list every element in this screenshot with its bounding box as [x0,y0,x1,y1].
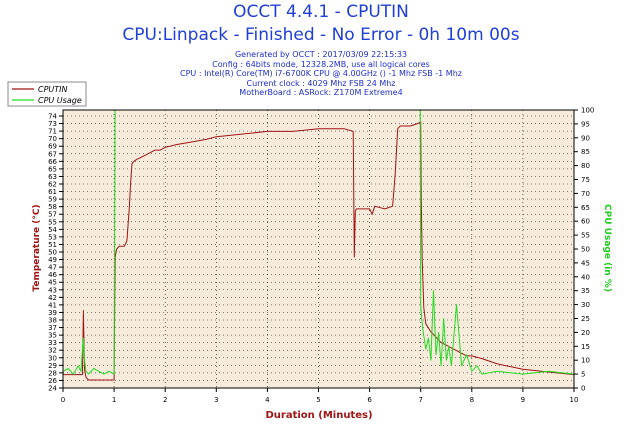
y-left-tick-label: 50 [48,249,57,257]
y-left-tick-label: 61 [48,188,57,196]
y-left-tick-label: 55 [48,218,57,226]
y-left-tick-label: 39 [48,309,57,317]
y-left-tick-label: 51 [48,241,57,249]
y-left-tick-label: 66 [48,158,57,166]
y-left-tick-label: 45 [48,279,57,287]
y-left-tick-label: 47 [48,264,57,272]
y-left-tick-label: 58 [48,203,57,211]
y-left-tick-label: 65 [48,165,57,173]
chart-subtitle: CPU:Linpack - Finished - No Error - 0h 1… [122,25,520,45]
x-axis-label: Duration (Minutes) [265,410,372,421]
x-tick-label: 6 [367,396,372,404]
y-right-tick-label: 10 [581,357,590,365]
ticks: 0 1 2 3 4 5 6 7 8 9 102426282930323335373839414243… [48,107,594,405]
info-generated: Generated by OCCT : 2017/03/09 22:15:33 [234,50,408,59]
x-tick-label: 7 [418,396,422,404]
y-right-tick-label: 85 [581,148,590,156]
y-left-tick-label: 33 [48,339,57,347]
y-right-tick-label: 20 [581,329,590,337]
series-line-cpu-usage [62,109,575,375]
y-right-tick-label: 60 [581,218,590,226]
legend-box [7,81,87,107]
y-right-tick-label: 30 [581,301,590,309]
y-right-tick-label: 70 [581,190,590,198]
y-left-tick-label: 24 [48,385,57,393]
y-left-tick-label: 62 [48,181,57,189]
y-left-tick-label: 30 [48,354,57,362]
y-right-tick-label: 95 [581,120,590,128]
y-left-tick-label: 26 [48,377,57,385]
y-left-tick-label: 49 [48,256,57,264]
x-tick-label: 8 [470,396,474,404]
y-right-tick-label: 55 [581,232,590,240]
info-clock: Current clock : 4029 Mhz FSB 24 Mhz [246,78,396,88]
y-right-tick-label: 90 [581,134,590,142]
y-left-tick-label: 73 [48,120,57,128]
x-tick-label: 2 [163,396,167,404]
y-right-tick-label: 100 [581,107,594,115]
x-tick-label: 9 [521,396,525,404]
y-right-tick-label: 35 [581,287,590,295]
y-right-tick-label: 75 [581,176,590,184]
y-left-tick-label: 54 [48,226,57,234]
y-left-tick-label: 63 [48,173,57,181]
chart-title: OCCT 4.4.1 - CPUTIN [233,2,409,22]
y-left-tick-label: 74 [48,113,57,121]
y-right-tick-label: 80 [581,162,590,170]
y-left-tick-label: 43 [48,286,57,294]
y-right-tick-label: 0 [581,385,585,393]
y-left-tick-label: 35 [48,332,57,340]
x-tick-label: 1 [112,396,116,404]
info-motherboard: MotherBoard : ASRock: Z170M Extreme4 [239,88,403,97]
y-right-tick-label: 5 [581,371,585,379]
x-tick-label: 10 [570,396,579,404]
y-left-tick-label: 57 [48,211,57,219]
x-tick-label: 5 [316,396,320,404]
y-right-tick-label: 45 [581,259,590,267]
y-right-tick-label: 25 [581,315,590,323]
y-left-tick-label: 42 [48,294,57,302]
y-left-tick-label: 46 [48,271,57,279]
y-left-tick-label: 32 [48,347,57,355]
y-left-tick-label: 38 [48,317,57,325]
y-axis-label-right: CPU Usage (in %) [602,204,612,292]
x-tick-label: 4 [265,396,270,404]
y-left-tick-label: 28 [48,369,57,377]
y-right-tick-label: 40 [581,273,590,281]
y-left-tick-label: 53 [48,233,57,241]
series-group [62,109,575,381]
y-right-tick-label: 50 [581,246,590,254]
y-left-tick-label: 29 [48,362,57,370]
y-left-tick-label: 37 [48,324,57,332]
plot-background [63,110,574,388]
series-line-cputin [63,121,575,381]
legend-label-cputin: CPUTIN [38,85,68,94]
y-left-tick-label: 67 [48,150,57,158]
y-left-tick-label: 69 [48,143,57,151]
y-right-tick-label: 15 [581,343,590,351]
y-left-tick-label: 71 [48,128,57,136]
y-left-tick-label: 70 [48,135,57,143]
y-right-tick-label: 65 [581,204,590,212]
info-config: Config : 64bits mode, 12328.2MB, use all… [212,59,430,69]
info-cpu: CPU : Intel(R) Core(TM) i7-6700K CPU @ 4… [180,69,462,78]
x-tick-label: 3 [214,396,218,404]
legend: CPUTIN CPU Usage [7,81,87,107]
y-left-tick-label: 41 [48,301,57,309]
x-tick-label: 0 [61,396,65,404]
y-axis-label-left: Temperature (°C) [32,204,42,291]
legend-label-cpu-usage: CPU Usage [38,96,82,105]
y-left-tick-label: 59 [48,196,57,204]
